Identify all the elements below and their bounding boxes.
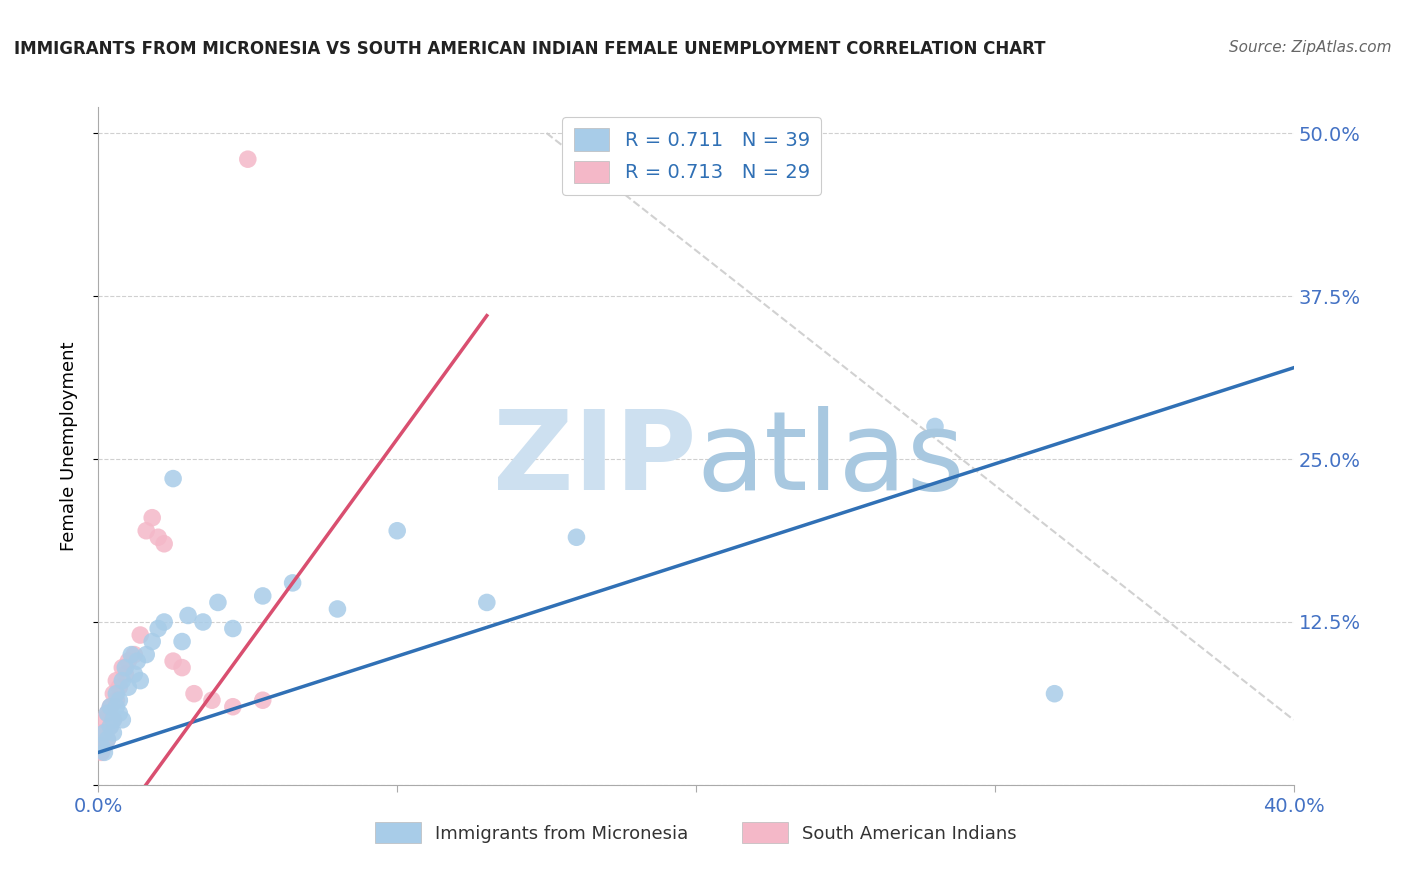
Point — [172, 634, 194, 648]
Point — [98, 699, 122, 714]
Point — [141, 510, 163, 524]
Point — [252, 589, 274, 603]
Point — [191, 615, 214, 629]
Point — [281, 575, 304, 590]
Point — [236, 152, 259, 166]
Point — [111, 713, 134, 727]
Text: ZIP: ZIP — [492, 406, 696, 513]
Point — [153, 537, 176, 551]
Point — [135, 524, 157, 538]
Point — [114, 660, 136, 674]
Point — [105, 673, 128, 688]
Point — [103, 713, 125, 727]
Point — [148, 530, 170, 544]
Point — [162, 472, 184, 486]
Point — [93, 745, 115, 759]
Point — [924, 419, 946, 434]
Point — [127, 654, 149, 668]
Point — [565, 530, 588, 544]
Point — [148, 622, 170, 636]
Point — [93, 726, 115, 740]
Point — [114, 667, 136, 681]
Point — [117, 654, 139, 668]
Point — [90, 726, 112, 740]
Point — [135, 648, 157, 662]
Point — [111, 673, 134, 688]
Point — [105, 693, 128, 707]
Point — [252, 693, 274, 707]
Point — [124, 648, 146, 662]
Point — [93, 713, 115, 727]
Text: Source: ZipAtlas.com: Source: ZipAtlas.com — [1229, 40, 1392, 55]
Point — [98, 719, 122, 733]
Point — [120, 648, 142, 662]
Point — [201, 693, 224, 707]
Point — [98, 719, 122, 733]
Point — [162, 654, 184, 668]
Text: IMMIGRANTS FROM MICRONESIA VS SOUTH AMERICAN INDIAN FEMALE UNEMPLOYMENT CORRELAT: IMMIGRANTS FROM MICRONESIA VS SOUTH AMER… — [14, 40, 1046, 58]
Point — [207, 595, 229, 609]
Point — [108, 693, 131, 707]
Point — [475, 595, 498, 609]
Point — [103, 687, 125, 701]
Point — [108, 706, 131, 721]
Y-axis label: Female Unemployment: Female Unemployment — [59, 342, 77, 550]
Point — [103, 713, 125, 727]
Point — [108, 680, 131, 694]
Point — [90, 739, 112, 753]
Text: atlas: atlas — [696, 406, 965, 513]
Point — [129, 628, 152, 642]
Point — [103, 726, 125, 740]
Point — [222, 622, 245, 636]
Point — [385, 524, 409, 538]
Point — [177, 608, 200, 623]
Point — [117, 680, 139, 694]
Point — [105, 699, 128, 714]
Point — [96, 706, 118, 721]
Point — [98, 699, 122, 714]
Point — [172, 660, 194, 674]
Point — [1043, 687, 1066, 701]
Point — [124, 667, 146, 681]
Point — [222, 699, 245, 714]
Point — [129, 673, 152, 688]
Point — [90, 745, 112, 759]
Point — [326, 602, 349, 616]
Point — [183, 687, 205, 701]
Point — [153, 615, 176, 629]
Point — [93, 739, 115, 753]
Point — [96, 732, 118, 747]
Point — [96, 706, 118, 721]
Point — [111, 660, 134, 674]
Point — [96, 732, 118, 747]
Point — [141, 634, 163, 648]
Point — [105, 687, 128, 701]
Legend: Immigrants from Micronesia, South American Indians: Immigrants from Micronesia, South Americ… — [368, 815, 1024, 850]
